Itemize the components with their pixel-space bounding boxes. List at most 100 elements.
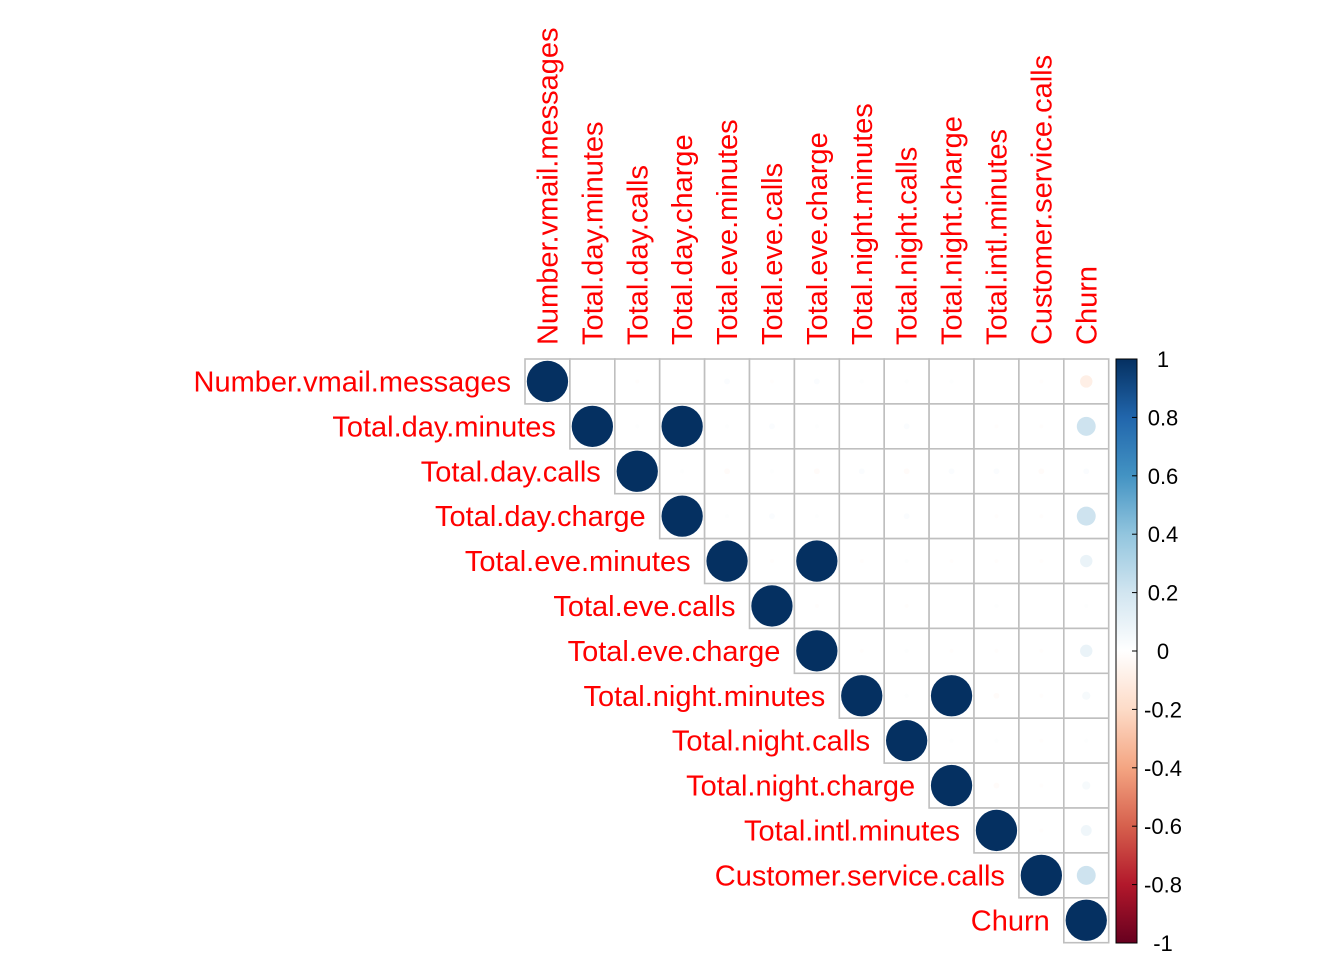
correlation-circle-Total.day.minutes-Total.intl.minutes xyxy=(994,424,999,429)
correlation-circle-Total.eve.minutes-Total.night.minutes xyxy=(859,558,864,564)
row-label: Total.eve.minutes xyxy=(465,546,691,578)
column-label: Total.intl.minutes xyxy=(981,129,1013,345)
grid-cell xyxy=(928,582,975,630)
correlation-circle-Number.vmail.messages-Customer.service.calls xyxy=(1039,379,1044,384)
colorbar-tick-label: 0.4 xyxy=(1148,522,1179,547)
correlation-circle-Total.night.minutes-Total.night.calls xyxy=(904,693,909,698)
correlation-circle-Total.day.calls-Total.eve.calls xyxy=(769,469,775,474)
correlation-circles xyxy=(526,360,1107,941)
correlation-circle-Total.day.calls-Total.intl.minutes xyxy=(993,468,1000,475)
correlation-circle-Total.night.charge-Customer.service.calls xyxy=(1039,783,1044,788)
grid-cell xyxy=(838,358,885,405)
colorbar-tick-label: -1 xyxy=(1153,931,1173,956)
correlation-circle-Total.day.calls-Churn xyxy=(1083,468,1090,475)
correlation-circle-Number.vmail.messages-Total.night.calls xyxy=(904,379,909,384)
correlation-circle-Total.day.minutes-Total.day.charge xyxy=(661,405,703,448)
correlation-circle-Number.vmail.messages-Number.vmail.messages xyxy=(526,360,569,403)
correlation-circle-Total.night.minutes-Total.night.minutes xyxy=(841,675,883,717)
correlation-circle-Total.night.minutes-Total.night.charge xyxy=(930,675,973,717)
colorbar-tick-label: 0.2 xyxy=(1148,581,1179,606)
correlation-circle-Total.eve.charge-Total.night.minutes xyxy=(859,648,864,653)
correlation-circle-Total.day.calls-Total.eve.minutes xyxy=(724,468,730,475)
column-label: Churn xyxy=(1071,266,1103,345)
grid-cell xyxy=(658,358,706,405)
colorbar: 1 0.8 0.6 0.4 0.2 0 -0.2 -0.4 -0.6 -0.8 -1 xyxy=(1115,347,1182,956)
correlation-circle-Number.vmail.messages-Total.eve.minutes xyxy=(724,378,730,385)
correlation-circle-Total.eve.minutes-Customer.service.calls xyxy=(1039,558,1044,564)
correlation-circle-Total.day.minutes-Total.night.calls xyxy=(903,423,910,430)
colorbar-tick-label: 1 xyxy=(1157,347,1169,372)
colorbar-tick-label: -0.2 xyxy=(1144,697,1182,722)
correlation-circle-Total.night.calls-Churn xyxy=(1084,738,1089,743)
correlation-circle-Total.day.minutes-Total.eve.minutes xyxy=(724,424,730,429)
correlation-circle-Total.night.charge-Churn xyxy=(1082,781,1091,790)
column-label: Total.day.minutes xyxy=(577,121,609,345)
colorbar-tick-label: -0.8 xyxy=(1144,873,1182,898)
column-label: Total.eve.charge xyxy=(802,132,834,345)
correlation-circle-Total.eve.minutes-Total.night.charge xyxy=(949,558,954,564)
correlation-circle-Total.day.calls-Total.day.calls xyxy=(616,450,658,492)
correlation-circle-Total.eve.minutes-Total.eve.charge xyxy=(796,540,838,582)
column-label: Customer.service.calls xyxy=(1026,55,1058,345)
correlation-circle-Number.vmail.messages-Churn xyxy=(1080,375,1093,388)
correlation-circle-Total.day.calls-Total.night.calls xyxy=(903,468,910,475)
correlation-circle-Total.eve.charge-Customer.service.calls xyxy=(1039,648,1044,653)
correlation-circle-Total.day.charge-Total.eve.charge xyxy=(814,514,819,519)
grid-cell xyxy=(838,492,885,540)
correlation-circle-Total.eve.minutes-Total.night.calls xyxy=(904,558,909,564)
correlation-circle-Total.day.minutes-Total.day.calls xyxy=(635,424,640,429)
correlation-circle-Total.eve.calls-Total.night.calls xyxy=(904,603,909,609)
correlation-circle-Total.day.minutes-Churn xyxy=(1076,416,1096,436)
correlation-circle-Total.day.charge-Total.day.charge xyxy=(661,495,703,537)
correlation-circle-Total.day.charge-Total.eve.minutes xyxy=(724,514,730,519)
correlation-circle-Total.eve.calls-Total.eve.charge xyxy=(814,603,819,609)
column-labels: Number.vmail.messages Total.day.minutes To… xyxy=(532,28,1103,346)
column-label: Total.eve.calls xyxy=(757,163,789,345)
grid-cell xyxy=(1018,582,1065,630)
grid-cell xyxy=(569,358,616,405)
correlation-circle-Total.night.calls-Total.night.charge xyxy=(949,738,954,743)
grid-cell xyxy=(973,358,1020,405)
correlation-circle-Total.night.charge-Total.intl.minutes xyxy=(993,782,1000,789)
grid-cell xyxy=(928,403,975,450)
correlation-circle-Total.night.minutes-Customer.service.calls xyxy=(1039,693,1044,698)
correlation-circle-Total.day.charge-Total.night.calls xyxy=(903,513,910,520)
correlation-circle-Number.vmail.messages-Total.eve.charge xyxy=(813,378,820,385)
correlation-circle-Total.eve.calls-Total.intl.minutes xyxy=(994,603,999,609)
grid-cell xyxy=(838,403,885,450)
colorbar-tick-label: 0.6 xyxy=(1148,464,1179,489)
correlation-circle-Total.day.charge-Churn xyxy=(1076,506,1096,526)
correlation-circle-Total.day.minutes-Total.eve.calls xyxy=(769,423,775,430)
column-label: Number.vmail.messages xyxy=(532,28,564,346)
correlation-circle-Total.day.charge-Customer.service.calls xyxy=(1039,514,1044,519)
correlation-circle-Total.eve.charge-Total.night.charge xyxy=(949,648,954,653)
correlation-circle-Total.eve.minutes-Churn xyxy=(1080,554,1093,568)
row-label: Total.eve.charge xyxy=(568,636,781,668)
correlation-circle-Number.vmail.messages-Total.night.charge xyxy=(949,379,954,384)
column-label: Total.night.minutes xyxy=(847,103,879,345)
correlation-circle-Total.eve.charge-Total.intl.minutes xyxy=(994,648,999,653)
row-label: Total.night.calls xyxy=(672,726,870,758)
row-label: Total.day.minutes xyxy=(332,411,556,443)
colorbar-tick-label: -0.6 xyxy=(1144,814,1182,839)
row-label: Total.night.charge xyxy=(686,771,915,803)
correlation-circle-Number.vmail.messages-Total.eve.calls xyxy=(769,379,775,384)
row-label: Total.intl.minutes xyxy=(744,815,960,847)
correlation-circle-Total.day.minutes-Total.eve.charge xyxy=(814,424,819,429)
correlation-circle-Total.day.calls-Total.day.charge xyxy=(680,469,685,474)
correlation-circle-Total.night.calls-Customer.service.calls xyxy=(1039,738,1044,743)
correlation-circle-Total.night.calls-Total.intl.minutes xyxy=(994,738,999,743)
correlation-circle-Total.intl.minutes-Churn xyxy=(1080,824,1092,836)
correlation-circle-Total.night.calls-Total.night.calls xyxy=(885,719,928,762)
column-label: Total.day.calls xyxy=(622,165,654,345)
correlation-circle-Total.eve.calls-Churn xyxy=(1084,603,1089,609)
correlation-circle-Customer.service.calls-Customer.service.calls xyxy=(1020,854,1063,897)
column-label: Total.night.charge xyxy=(937,116,969,345)
row-label: Number.vmail.messages xyxy=(194,366,512,398)
row-label: Churn xyxy=(971,905,1050,937)
grid-cell xyxy=(928,492,975,540)
correlation-circle-Total.eve.minutes-Total.eve.calls xyxy=(769,558,775,564)
correlation-circle-Total.night.minutes-Churn xyxy=(1082,691,1091,700)
correlation-circle-Total.day.minutes-Customer.service.calls xyxy=(1039,424,1044,429)
